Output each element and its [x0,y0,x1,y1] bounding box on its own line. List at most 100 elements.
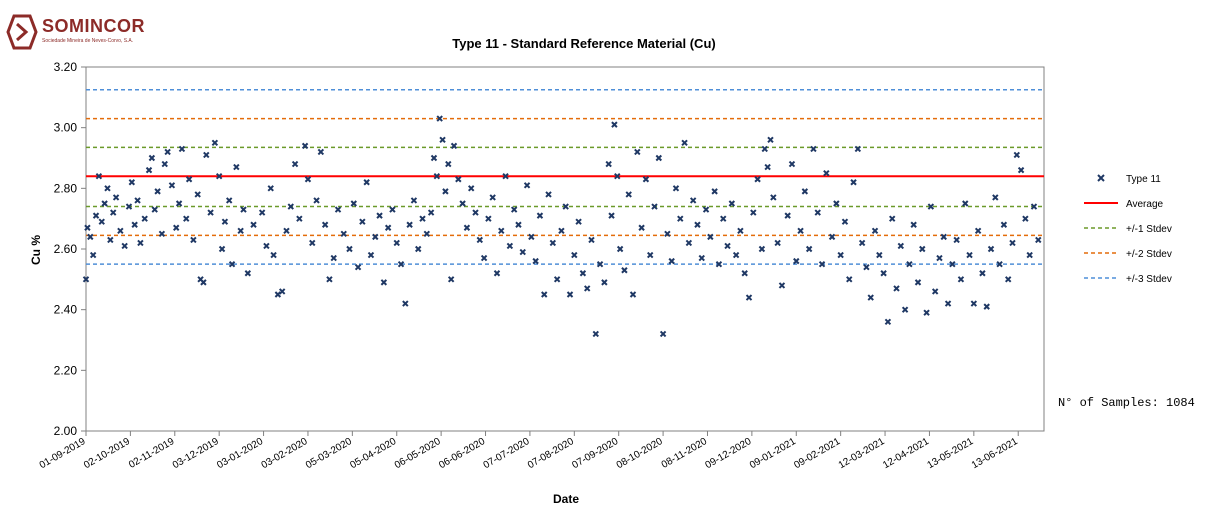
data-point [384,224,392,231]
x-tick-label: 07-09-2020 [570,436,620,471]
x-tick-label: 13-05-2021 [926,436,976,471]
data-point [1022,215,1029,222]
data-point [646,251,654,259]
data-point [415,245,422,253]
data-point [87,233,94,241]
y-tick-label: 2.20 [54,363,78,377]
data-point [363,179,370,186]
data-point [215,172,223,180]
data-point [923,309,930,316]
somincor-logo: SOMINCOR Sociedade Mineira de Neves-Corv… [6,14,156,54]
y-tick-label: 2.40 [54,303,78,317]
data-point [778,282,786,289]
data-point [95,172,103,180]
data-point [702,206,710,213]
data-point [596,260,604,268]
data-point [291,160,299,168]
data-point [970,300,978,307]
x-tick-label: 06-05-2020 [393,436,443,471]
data-point [668,257,675,265]
data-point [455,176,462,183]
data-point [221,218,229,225]
x-tick-label: 09-12-2020 [704,436,754,471]
x-tick-label: 03-01-2020 [215,436,265,471]
data-point [211,139,219,147]
data-point [301,142,309,150]
y-axis-label: Cu % [29,235,43,265]
data-point [472,209,479,216]
data-point [992,194,999,201]
data-point [694,221,701,228]
data-point [519,248,526,256]
data-point [489,194,496,201]
data-point [168,182,176,189]
chart-title: Type 11 - Standard Reference Material (C… [452,36,715,51]
data-point [506,242,514,250]
data-point [237,227,244,235]
data-point [767,136,774,144]
x-tick-label: 08-11-2020 [660,436,710,471]
data-point [901,306,909,313]
x-tick-label: 07-08-2020 [526,436,576,471]
x-tick-label: 12-03-2021 [837,436,887,471]
y-tick-label: 2.00 [54,424,78,438]
x-tick-label: 02-11-2019 [127,436,177,471]
data-point [1004,276,1012,283]
data-point [141,215,148,222]
data-point [927,203,935,210]
data-point [592,330,599,338]
data-point [1000,221,1008,228]
data-point [854,145,862,153]
data-point [89,251,97,259]
data-point [983,303,990,310]
legend-label: Type 11 [1126,174,1161,185]
data-point [655,154,663,162]
data-point [689,197,697,204]
data-point [532,257,539,265]
data-point [203,151,210,159]
y-tick-label: 2.60 [54,242,78,256]
data-point [389,206,396,213]
data-point [98,218,105,225]
y-tick-label: 3.20 [54,60,78,74]
data-point [793,257,800,265]
data-point [502,172,509,180]
data-point [367,251,375,259]
data-point [225,197,233,204]
data-point [549,239,557,247]
data-point [137,239,144,247]
data-point [841,218,849,225]
data-point [433,172,441,180]
data-point [681,139,688,147]
data-point [175,200,183,207]
y-tick-label: 3.00 [54,121,78,135]
data-point [889,215,896,222]
data-point [810,145,817,153]
data-point [419,215,426,222]
data-point [711,188,718,195]
data-point [104,185,111,192]
data-point [406,221,413,228]
data-point [940,233,947,241]
data-point [346,245,353,253]
x-tick-label: 03-12-2019 [171,436,221,471]
data-point [240,206,247,213]
data-point [340,230,347,238]
data-point [200,279,207,286]
data-point [987,245,995,253]
data-point [359,218,366,225]
data-point [278,288,286,295]
data-point [110,209,117,216]
data-point [528,233,535,241]
x-tick-label: 09-02-2021 [792,436,842,471]
data-point [914,279,922,286]
data-point [884,318,892,326]
data-point [784,212,791,219]
data-point [562,203,569,210]
data-point [764,163,771,171]
data-point [515,221,522,228]
data-point [732,251,740,259]
data-point [309,239,316,247]
data-point [493,270,501,277]
data-point [677,215,684,222]
